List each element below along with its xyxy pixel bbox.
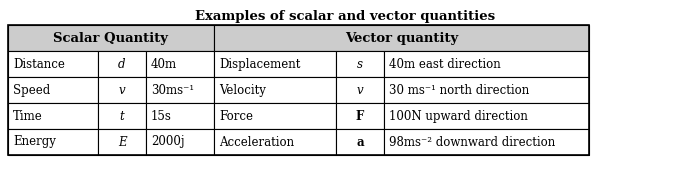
Bar (146, 51, 214, 77)
Bar (214, 103, 336, 129)
Text: s: s (357, 57, 363, 70)
Bar (8, 25, 589, 155)
Bar (384, 77, 589, 103)
Bar (214, 25, 589, 51)
Bar (214, 77, 336, 103)
Bar (336, 51, 384, 77)
Text: v: v (357, 84, 363, 96)
Text: t: t (120, 110, 124, 122)
Bar (146, 77, 214, 103)
Text: 30 ms⁻¹ north direction: 30 ms⁻¹ north direction (389, 84, 529, 96)
Text: d: d (118, 57, 126, 70)
Bar (8, 103, 98, 129)
Bar (8, 77, 98, 103)
Bar (98, 51, 146, 77)
Bar (8, 25, 214, 51)
Text: Vector quantity: Vector quantity (345, 31, 458, 45)
Text: 98ms⁻² downward direction: 98ms⁻² downward direction (389, 136, 556, 148)
Text: Force: Force (219, 110, 253, 122)
Bar (98, 77, 146, 103)
Text: Distance: Distance (13, 57, 65, 70)
Bar (98, 103, 146, 129)
Text: Examples of scalar and vector quantities: Examples of scalar and vector quantities (196, 10, 495, 23)
Text: Displacement: Displacement (219, 57, 301, 70)
Text: 40m: 40m (151, 57, 177, 70)
Text: Energy: Energy (13, 136, 56, 148)
Bar (336, 129, 384, 155)
Bar (214, 51, 336, 77)
Bar (336, 103, 384, 129)
Text: F: F (356, 110, 364, 122)
Text: 100N upward direction: 100N upward direction (389, 110, 528, 122)
Bar (146, 103, 214, 129)
Text: 15s: 15s (151, 110, 172, 122)
Text: Scalar Quantity: Scalar Quantity (53, 31, 169, 45)
Bar (336, 77, 384, 103)
Text: E: E (117, 136, 126, 148)
Text: Velocity: Velocity (219, 84, 266, 96)
Bar (98, 129, 146, 155)
Bar (384, 129, 589, 155)
Bar (214, 129, 336, 155)
Text: v: v (119, 84, 125, 96)
Text: 30ms⁻¹: 30ms⁻¹ (151, 84, 194, 96)
Text: Acceleration: Acceleration (219, 136, 294, 148)
Text: a: a (356, 136, 364, 148)
Text: 40m east direction: 40m east direction (389, 57, 501, 70)
Text: 2000j: 2000j (151, 136, 184, 148)
Bar (8, 129, 98, 155)
Bar (146, 129, 214, 155)
Bar (384, 51, 589, 77)
Text: Time: Time (13, 110, 43, 122)
Text: Speed: Speed (13, 84, 50, 96)
Bar (384, 103, 589, 129)
Bar (8, 51, 98, 77)
